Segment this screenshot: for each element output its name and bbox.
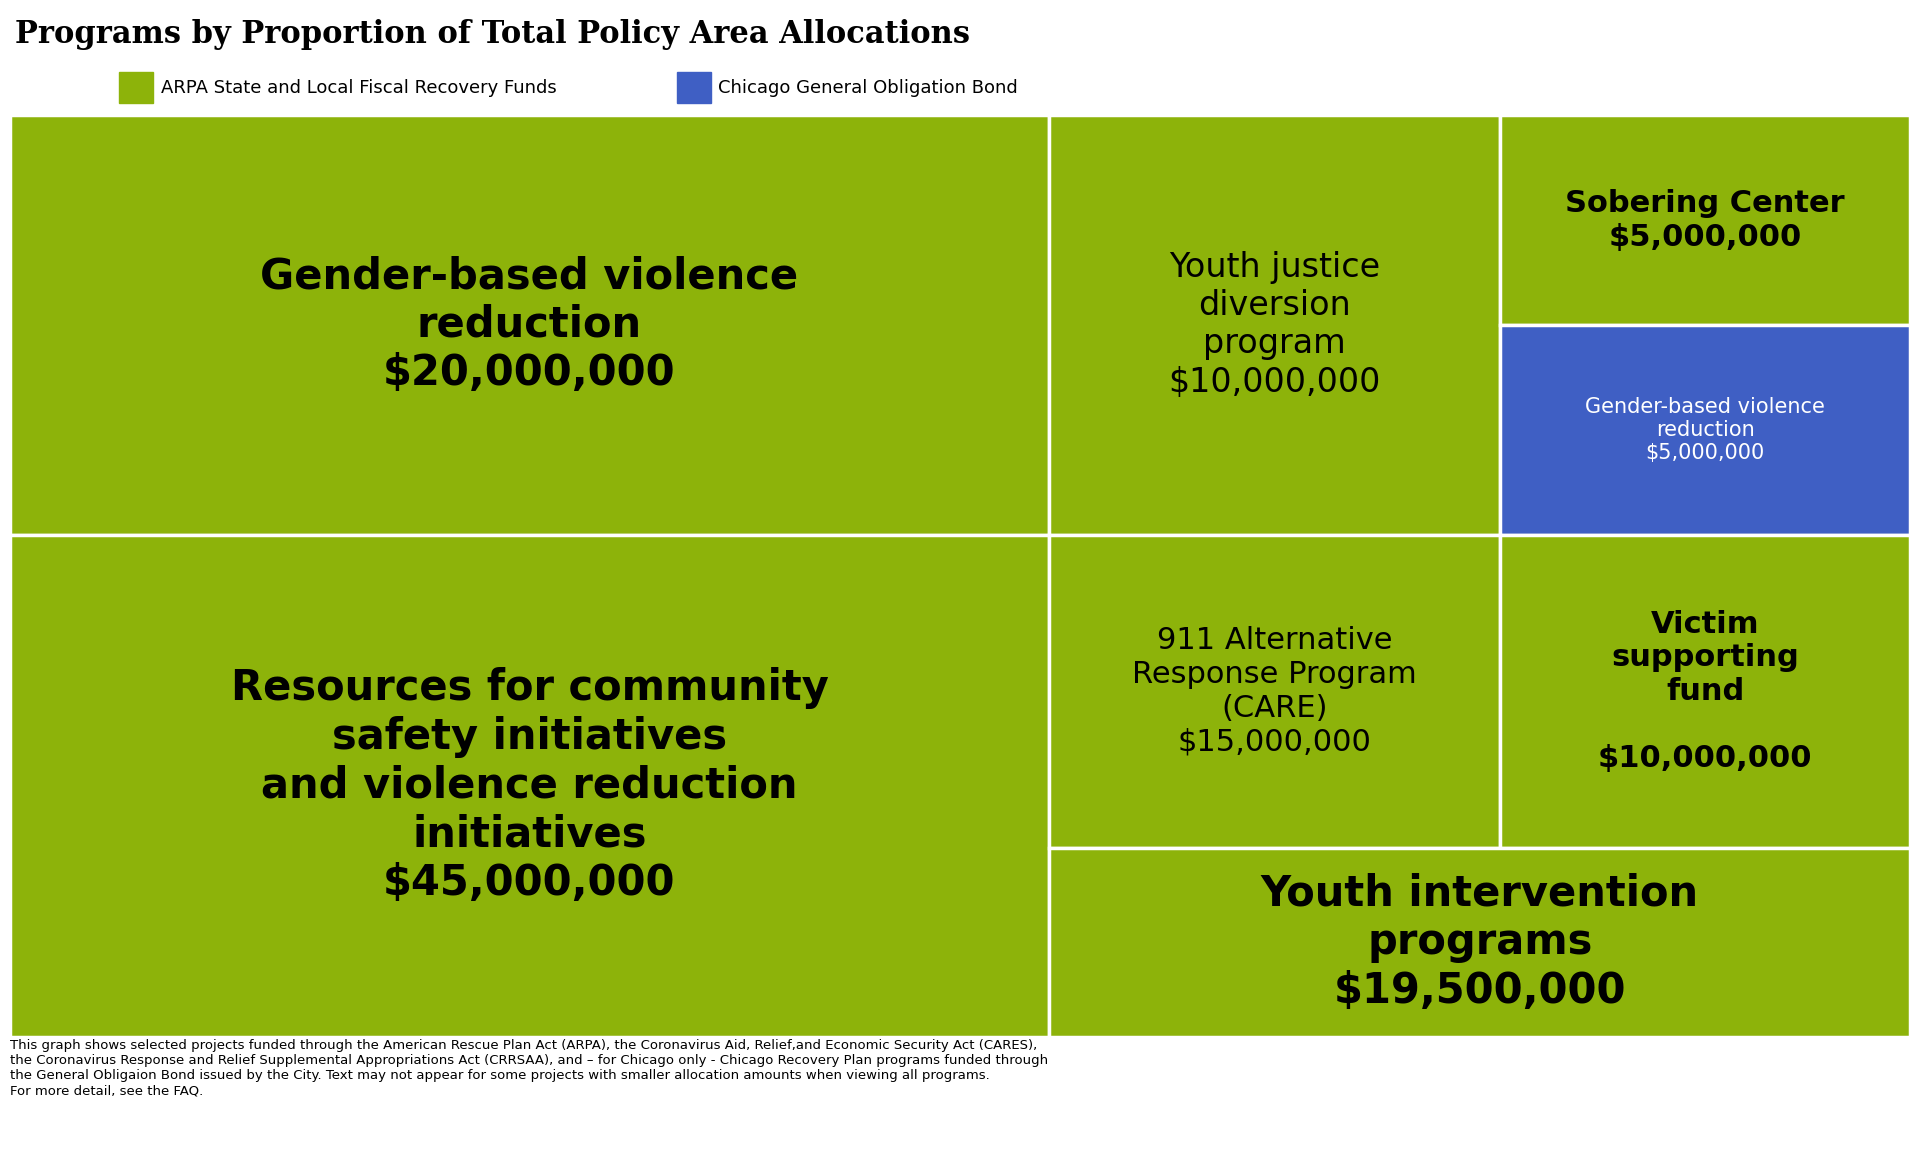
Text: Victim
supporting
fund

$10,000,000: Victim supporting fund $10,000,000 (1597, 609, 1812, 773)
Text: Sobering Center
$5,000,000: Sobering Center $5,000,000 (1565, 189, 1845, 251)
Bar (10, 535, 1050, 1037)
Bar (676, 73, 710, 103)
Text: Gender-based violence
reduction
$5,000,000: Gender-based violence reduction $5,000,0… (1586, 396, 1826, 463)
Text: Youth intervention
programs
$19,500,000: Youth intervention programs $19,500,000 (1261, 873, 1699, 1011)
Text: Resources for community
safety initiatives
and violence reduction
initiatives
$4: Resources for community safety initiativ… (230, 667, 828, 904)
Text: This graph shows selected projects funded through the American Rescue Plan Act (: This graph shows selected projects funde… (10, 1039, 1048, 1097)
Bar (10, 115, 1050, 535)
Text: Youth justice
diversion
program
$10,000,000: Youth justice diversion program $10,000,… (1169, 251, 1380, 399)
Bar (1500, 325, 1910, 535)
Text: Chicago General Obligation Bond: Chicago General Obligation Bond (718, 78, 1018, 97)
Text: Gender-based violence
reduction
$20,000,000: Gender-based violence reduction $20,000,… (261, 256, 799, 394)
Bar (1050, 848, 1910, 1037)
Bar (1500, 535, 1910, 848)
Text: 911 Alternative
Response Program
(CARE)
$15,000,000: 911 Alternative Response Program (CARE) … (1133, 627, 1417, 756)
Bar (1050, 115, 1500, 535)
Bar (119, 73, 154, 103)
Bar (1500, 115, 1910, 325)
Bar (1050, 535, 1500, 848)
Text: Programs by Proportion of Total Policy Area Allocations: Programs by Proportion of Total Policy A… (15, 20, 970, 50)
Text: ARPA State and Local Fiscal Recovery Funds: ARPA State and Local Fiscal Recovery Fun… (161, 78, 557, 97)
